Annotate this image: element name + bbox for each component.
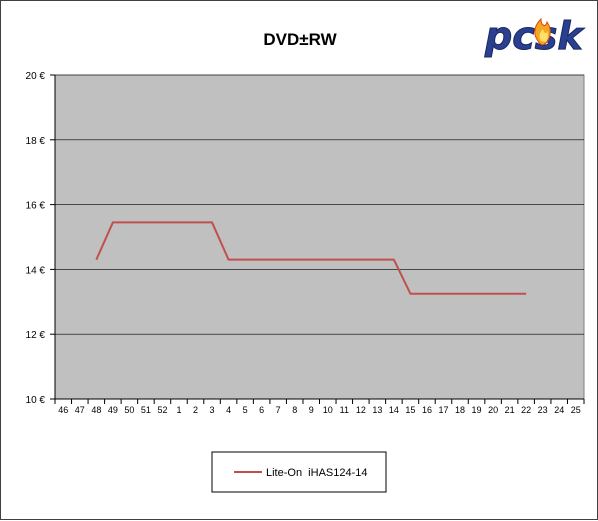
x-tick-label: 49 [108, 405, 118, 415]
x-tick-label: 2 [193, 405, 198, 415]
pcsk-logo: pcsk [484, 14, 585, 58]
x-tick-label: 6 [259, 405, 264, 415]
x-tick-label: 52 [157, 405, 167, 415]
y-tick-label: 18 € [26, 136, 46, 147]
y-tick-label: 10 € [26, 395, 46, 406]
x-tick-label: 19 [472, 405, 482, 415]
x-tick-label: 51 [141, 405, 151, 415]
chart-title: DVD±RW [263, 30, 337, 49]
x-tick-label: 11 [340, 405, 349, 415]
y-tick-label: 16 € [26, 201, 46, 212]
y-tick-label: 12 € [26, 330, 46, 341]
x-tick-label: 1 [176, 405, 181, 415]
x-tick-label: 8 [292, 405, 297, 415]
x-tick-label: 10 [323, 405, 333, 415]
x-tick-label: 20 [488, 405, 498, 415]
x-tick-label: 9 [309, 405, 314, 415]
x-tick-label: 12 [356, 405, 366, 415]
y-tick-label: 20 € [26, 71, 46, 82]
x-tick-label: 23 [538, 405, 548, 415]
x-tick-label: 22 [521, 405, 531, 415]
x-tick-label: 7 [276, 405, 281, 415]
x-tick-label: 5 [243, 405, 248, 415]
x-tick-label: 47 [75, 405, 85, 415]
legend: Lite-On iHAS124-14 [212, 452, 386, 492]
y-axis: 10 € 12 € 14 € 16 € 18 € 20 € [26, 71, 55, 406]
x-tick-label: 50 [124, 405, 134, 415]
x-tick-label: 4 [226, 405, 231, 415]
x-tick-label: 3 [210, 405, 215, 415]
x-tick-label: 16 [422, 405, 432, 415]
plot-area [55, 75, 584, 399]
x-tick-label: 48 [91, 405, 101, 415]
x-tick-label: 14 [389, 405, 399, 415]
x-tick-label: 15 [405, 405, 415, 415]
logo-text: pcsk [484, 14, 585, 58]
y-tick-label: 14 € [26, 265, 46, 276]
legend-label: Lite-On iHAS124-14 [266, 467, 368, 479]
x-tick-label: 46 [58, 405, 68, 415]
x-tick-label: 17 [438, 405, 448, 415]
x-tick-label: 18 [455, 405, 465, 415]
x-tick-label: 21 [505, 405, 515, 415]
x-tick-label: 13 [372, 405, 382, 415]
x-tick-label: 24 [554, 405, 564, 415]
x-tick-label: 25 [571, 405, 581, 415]
